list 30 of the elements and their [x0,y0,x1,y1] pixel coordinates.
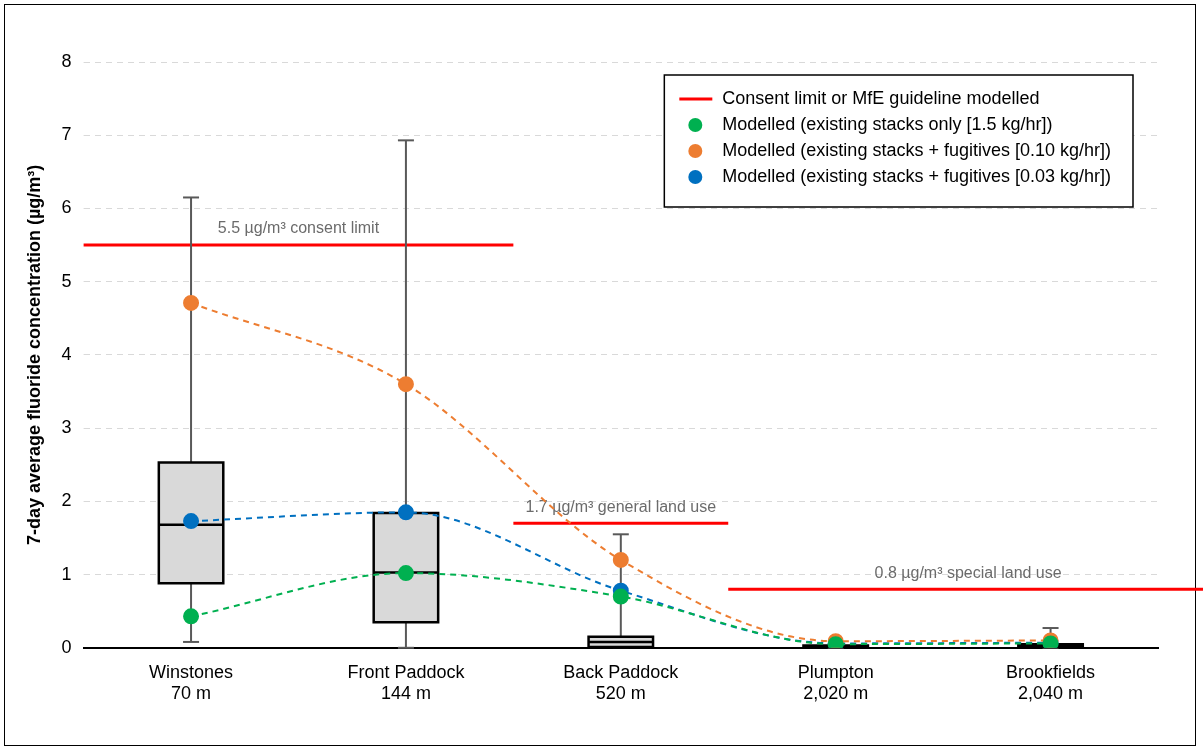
legend-label: Modelled (existing stacks only [1.5 kg/hr]) [722,113,1053,134]
point [397,376,414,393]
y-tick-label: 7 [61,124,72,145]
y-tick-label: 0 [61,636,72,657]
legend-label: Modelled (existing stacks + fugitives [0.10 kg/hr]) [722,139,1112,160]
y-tick-label: 8 [61,50,72,71]
x-tick-label: Back Paddock 520 m [563,661,680,704]
y-tick-label: 2 [61,490,72,511]
ref-line-label: 1.7 µg/m³ general land use [525,497,717,515]
y-tick-label: 6 [61,197,72,218]
ref-line-label: 5.5 µg/m³ consent limit [217,219,380,237]
x-tick-label: Brookfields 2,040 m [1006,661,1096,704]
x-tick-label: Plumpton 2,020 m [797,661,874,704]
x-tick-label: Front Paddock 144 m [347,661,466,704]
point [397,565,414,582]
point [612,588,629,605]
point [183,608,200,625]
y-tick-label: 1 [61,563,72,584]
legend-label: Modelled (existing stacks + fugitives [0.03 kg/hr]) [722,165,1112,186]
y-axis-title: 7-day average fluoride concentration (µg/m³) [23,164,44,546]
point [397,504,414,521]
point [183,513,200,530]
y-tick-label: 5 [61,270,72,291]
annotation: Consent limit or MfE guideline modelled [722,87,1040,108]
y-tick-label: 4 [61,343,72,364]
point [612,551,629,568]
x-tick-label: Winstones 70 m [149,661,234,704]
point [183,294,200,311]
ref-line-label: 0.8 µg/m³ special land use [874,563,1062,581]
y-tick-label: 3 [61,417,72,438]
